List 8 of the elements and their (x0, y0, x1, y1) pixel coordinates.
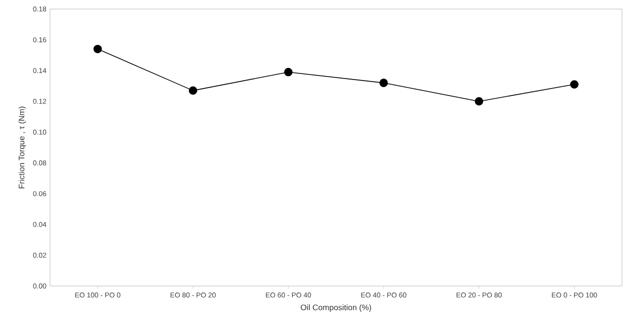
x-axis-title: Oil Composition (%) (300, 304, 372, 312)
point (474, 97, 484, 106)
point (188, 86, 198, 95)
point (93, 44, 102, 54)
point (379, 78, 388, 88)
point (284, 68, 293, 76)
y-axis-title: Friction Torque , τ (Nm) (18, 106, 26, 188)
point (570, 80, 579, 89)
